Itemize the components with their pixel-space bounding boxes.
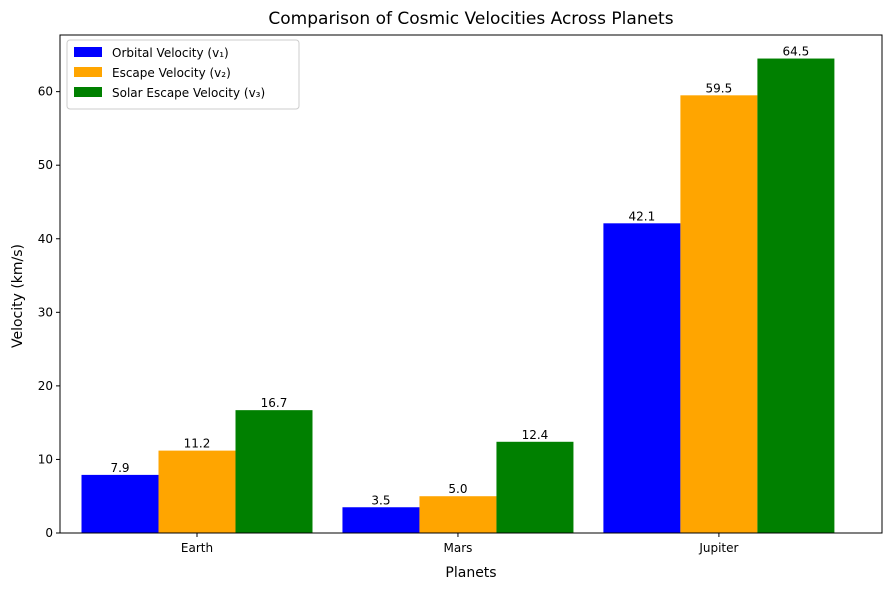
x-tick-label: Mars [443, 541, 472, 555]
bar-mars-series-2 [419, 496, 497, 533]
bar-jupiter-series-3 [757, 58, 835, 533]
bar-mars-series-3 [496, 441, 574, 533]
bar-earth-series-3 [235, 410, 313, 533]
y-tick-label: 20 [38, 379, 53, 393]
bar-earth-series-2 [158, 450, 236, 533]
data-label: 7.9 [110, 461, 129, 475]
y-tick-label: 40 [38, 232, 53, 246]
data-label: 16.7 [261, 396, 288, 410]
data-label: 42.1 [629, 209, 656, 223]
legend-label: Orbital Velocity (v₁) [112, 46, 229, 60]
y-tick-label: 60 [38, 85, 53, 99]
legend-label: Solar Escape Velocity (v₃) [112, 86, 265, 100]
bar-earth-series-1 [81, 474, 159, 533]
y-tick-label: 10 [38, 452, 53, 466]
x-axis-label: Planets [445, 565, 496, 581]
data-label: 59.5 [706, 81, 733, 95]
legend-box [66, 39, 300, 110]
legend: Orbital Velocity (v₁) Escape Velocity (v₂… [66, 39, 300, 110]
y-tick-label: 0 [45, 526, 53, 540]
legend-swatch [74, 67, 102, 77]
data-label: 64.5 [783, 45, 810, 59]
data-label: 3.5 [371, 493, 390, 507]
bar-jupiter-series-2 [680, 95, 758, 533]
data-label: 12.4 [522, 428, 549, 442]
data-label: 5.0 [448, 482, 467, 496]
bar-jupiter-series-1 [603, 223, 681, 533]
legend-swatch [74, 87, 102, 97]
legend-label: Escape Velocity (v₂) [112, 66, 231, 80]
bar-mars-series-1 [342, 507, 420, 533]
legend-swatch [74, 47, 102, 57]
data-label: 11.2 [184, 437, 211, 451]
data-labels-group: 7.9 3.5 42.1 11.2 5.0 59.5 16.7 12.4 64.5 [110, 45, 809, 508]
y-tick-label: 30 [38, 305, 53, 319]
x-tick-label: Jupiter [698, 541, 738, 555]
x-tick-label: Earth [181, 541, 213, 555]
axes-group: 0 10 20 30 40 50 60 Earth Mars Jupiter [38, 34, 883, 555]
y-axis-label: Velocity (km/s) [10, 244, 26, 348]
bars-group [81, 58, 835, 533]
chart-title: Comparison of Cosmic Velocities Across P… [268, 9, 673, 29]
y-tick-label: 50 [38, 158, 53, 172]
plot-frame [59, 34, 883, 534]
